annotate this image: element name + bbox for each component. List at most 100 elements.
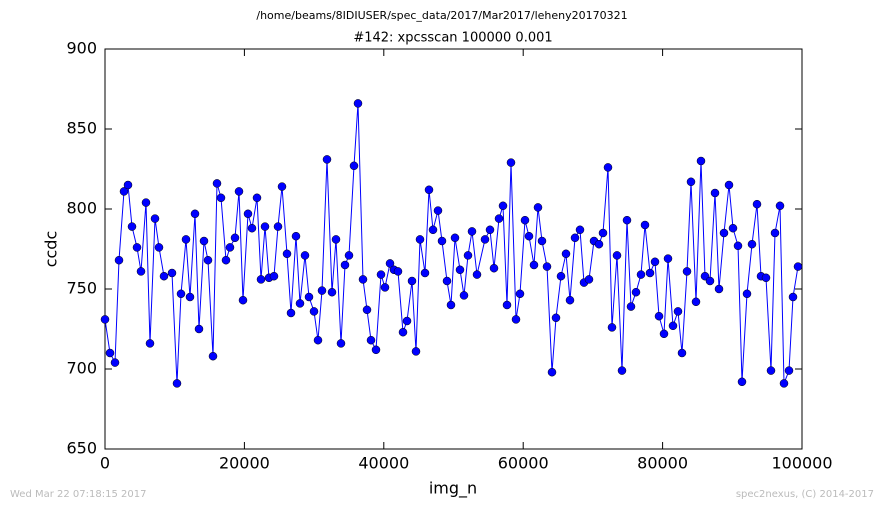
data-point (309, 307, 319, 316)
footer-credit: spec2nexus, (C) 2014-2017 (736, 489, 874, 500)
data-point (459, 291, 469, 300)
data-point (260, 222, 270, 231)
data-point (594, 239, 604, 249)
footer-date: Wed Mar 22 07:18:15 2017 (10, 489, 146, 500)
data-point (428, 225, 438, 235)
data-point (463, 251, 473, 260)
y-tick-label: 800 (66, 199, 97, 218)
data-point (322, 155, 332, 164)
data-point (724, 180, 734, 190)
x-tick-label: 20000 (219, 454, 270, 473)
data-point (575, 225, 585, 235)
data-point (344, 251, 354, 260)
data-point (691, 297, 701, 307)
data-point (127, 222, 137, 231)
data-point (673, 307, 683, 316)
data-point (119, 187, 129, 196)
data-point (136, 267, 146, 276)
data-point (442, 276, 452, 286)
data-point (696, 156, 706, 166)
data-point (150, 214, 160, 223)
x-tick-label: 80000 (637, 454, 688, 473)
data-point (437, 236, 447, 246)
data-point (336, 339, 346, 348)
data-point (349, 161, 359, 171)
data-point (645, 268, 655, 278)
data-point (598, 228, 608, 238)
data-point (317, 286, 327, 295)
y-axis-label: ccdc (42, 231, 61, 268)
data-point (612, 251, 622, 260)
data-point (256, 275, 266, 284)
data-point (176, 289, 186, 299)
data-point (659, 329, 669, 339)
data-point (141, 198, 151, 207)
data-point (472, 270, 482, 279)
data-point (398, 327, 408, 337)
data-point (677, 348, 687, 358)
data-point (203, 255, 213, 265)
data-point (506, 158, 516, 167)
data-point (172, 379, 182, 388)
data-point (640, 220, 650, 230)
chart-title: #142: xpcsscan 100000 0.001 (353, 31, 552, 46)
data-point (199, 236, 209, 246)
data-point (770, 228, 780, 238)
data-point (225, 243, 235, 252)
data-point (533, 203, 543, 212)
y-tick-label: 750 (66, 279, 97, 298)
data-point (145, 339, 155, 348)
data-point (300, 251, 310, 260)
data-point (269, 271, 279, 281)
data-point (480, 235, 490, 244)
data-point (622, 215, 632, 225)
data-point (376, 270, 386, 279)
data-point (446, 300, 456, 310)
data-point (252, 193, 262, 203)
plot-frame (104, 48, 803, 450)
data-point (105, 348, 115, 358)
data-point (407, 276, 417, 286)
data-point (132, 243, 142, 252)
data-point (494, 214, 504, 223)
data-point (402, 316, 412, 326)
data-point (793, 262, 803, 271)
data-point (565, 295, 575, 305)
data-point (747, 239, 757, 249)
data-point (100, 315, 110, 324)
x-tick-label: 40000 (358, 454, 409, 473)
data-point (752, 199, 762, 209)
data-point (485, 225, 495, 235)
data-point (181, 235, 191, 244)
data-point (420, 268, 430, 278)
data-point (190, 209, 200, 219)
data-point (450, 233, 460, 243)
data-point (415, 235, 425, 244)
data-point (238, 295, 248, 305)
data-point (371, 345, 381, 355)
data-point (603, 163, 613, 172)
y-tick-label: 700 (66, 359, 97, 378)
data-point (467, 227, 477, 236)
y-tick-label: 900 (66, 39, 97, 58)
data-point (331, 235, 341, 244)
x-tick-label: 0 (100, 454, 110, 473)
data-point (393, 267, 403, 276)
data-point (385, 259, 395, 268)
data-point (455, 265, 465, 275)
data-point (728, 223, 738, 233)
data-point (766, 366, 776, 375)
suptitle: /home/beams/8IDIUSER/spec_data/2017/Mar2… (256, 9, 627, 22)
data-point (327, 287, 337, 297)
data-point (733, 241, 743, 251)
data-point (123, 180, 133, 190)
data-point (230, 233, 240, 243)
data-point (424, 185, 434, 195)
data-point (243, 209, 253, 219)
data-point (433, 206, 443, 215)
data-point (705, 276, 715, 286)
data-point (216, 193, 226, 203)
data-point (273, 222, 283, 231)
data-point (737, 377, 747, 387)
data-point (668, 321, 678, 331)
